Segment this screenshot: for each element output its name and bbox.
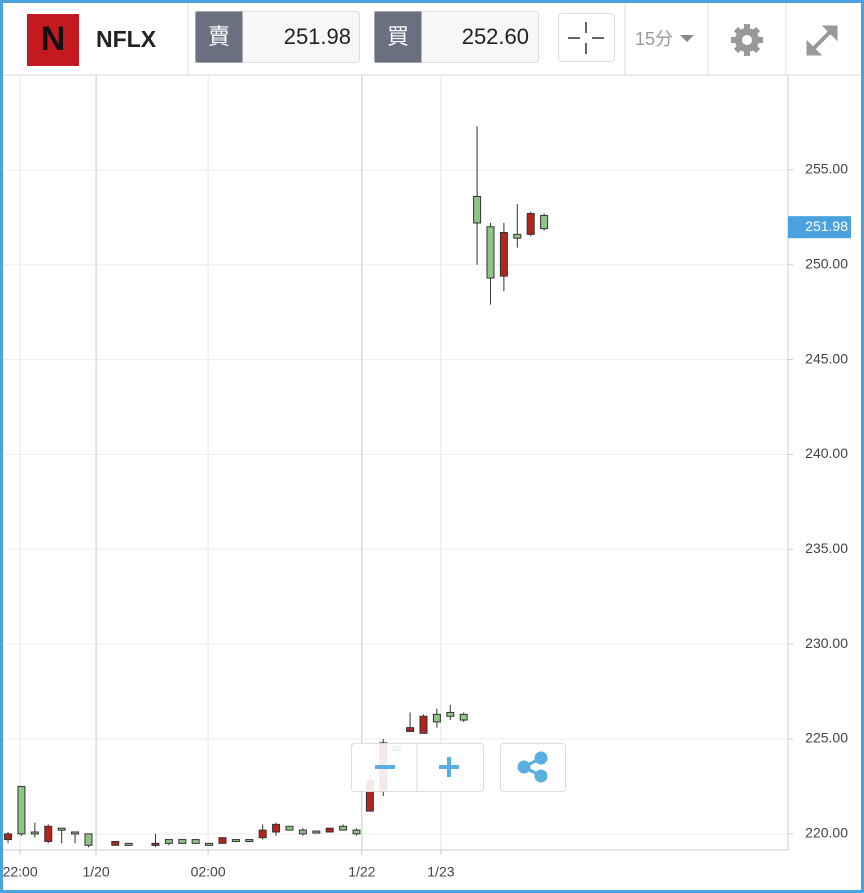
candle-body: [30, 831, 39, 835]
symbol: NFLX: [96, 26, 157, 52]
candle-body: [124, 842, 133, 846]
candle-body: [191, 839, 200, 844]
toolbar: N NFLX 賣 251.98 買 252.60 15分: [0, 0, 864, 76]
candle-body: [17, 785, 26, 835]
y-tick-label: 240.00: [805, 445, 848, 461]
dropdown-arrow: [680, 35, 694, 42]
candle-body: [312, 830, 321, 834]
interval-select[interactable]: 15分: [635, 29, 673, 49]
candle-body: [540, 214, 549, 230]
share-icon: [517, 751, 548, 783]
candle-body: [285, 825, 294, 831]
candle-body: [164, 839, 173, 844]
candle-body: [325, 827, 334, 833]
last-price-tag: [788, 216, 851, 239]
y-tick-label: 220.00: [805, 825, 848, 841]
crosshair-button[interactable]: [558, 13, 615, 62]
candle-body: [406, 727, 415, 732]
candle-body: [339, 825, 348, 831]
settings-button[interactable]: [731, 24, 763, 56]
candle-body: [57, 827, 66, 831]
candle-body: [499, 231, 508, 277]
logo-letter: N: [41, 20, 66, 58]
candle-body: [178, 839, 187, 844]
x-tick-label: 1/22: [348, 864, 375, 880]
y-tick-label: 230.00: [805, 635, 848, 651]
axes: 220.00 225.00 230.00 235.00 240.00 245.00 250.…: [3, 161, 851, 880]
candle-body: [486, 226, 495, 279]
x-tick-label: 22:00: [3, 864, 38, 880]
share-button[interactable]: [500, 743, 566, 792]
y-tick-label: 235.00: [805, 540, 848, 556]
candle-body: [432, 713, 441, 723]
candle-body: [4, 833, 13, 841]
candle-body: [84, 833, 93, 846]
candle-body: [151, 842, 160, 846]
buy-price: 252.60: [462, 24, 529, 49]
zoom-in[interactable]: [439, 757, 459, 777]
candle-body: [513, 233, 522, 239]
candle-body: [473, 195, 482, 224]
candle-body: [526, 212, 535, 235]
sell-tag: [195, 11, 243, 63]
y-tick-label: 225.00: [805, 730, 848, 746]
candle-body: [71, 831, 80, 835]
candle-body: [231, 839, 240, 843]
candle-body: [111, 840, 120, 846]
y-tick-label: 255.00: [805, 161, 848, 177]
x-tick-label: 1/20: [82, 864, 109, 880]
candle-body: [272, 823, 281, 833]
x-tick-label: 02:00: [191, 864, 226, 880]
candle-body: [258, 829, 267, 839]
fullscreen-button[interactable]: [806, 25, 838, 56]
candle-body: [459, 713, 468, 721]
candle-body: [419, 715, 428, 734]
y-tick-label: 245.00: [805, 350, 848, 366]
candle-body: [446, 711, 455, 717]
candle-body: [352, 829, 361, 835]
y-tick-label: 250.00: [805, 255, 848, 271]
grid: [3, 75, 788, 850]
zoom-controls: [351, 743, 566, 792]
candle-body: [44, 825, 53, 842]
last-price-label: 251.98: [805, 218, 848, 234]
candle-body: [245, 839, 254, 843]
buy-tag: [374, 11, 422, 63]
sell-price: 251.98: [284, 24, 351, 49]
candle-body: [298, 829, 307, 835]
x-tick-label: 1/23: [427, 864, 454, 880]
logo: [27, 14, 79, 66]
buy-label: 買: [387, 24, 409, 49]
candle-body: [205, 842, 214, 846]
crosshair-icon: [568, 22, 604, 54]
sell-label: 賣: [208, 24, 230, 49]
candle-body: [218, 837, 227, 844]
